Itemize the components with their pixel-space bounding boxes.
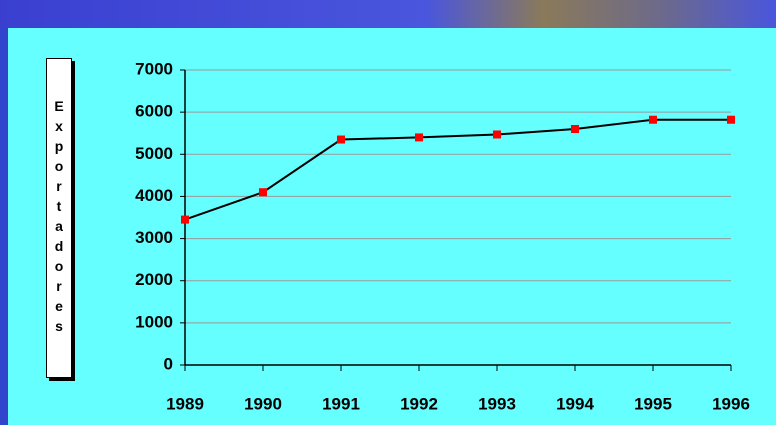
marker <box>415 133 423 141</box>
marker <box>259 188 267 196</box>
marker <box>493 130 501 138</box>
y-tick-label: 0 <box>164 354 173 373</box>
y-label: Exportadores <box>51 98 67 338</box>
marker <box>727 116 735 124</box>
x-tick-label: 1995 <box>634 394 672 413</box>
y-tick-label: 2000 <box>135 270 173 289</box>
marker <box>649 116 657 124</box>
x-tick-label: 1993 <box>478 394 516 413</box>
x-tick-label: 1991 <box>322 394 360 413</box>
x-tick-label: 1990 <box>244 394 282 413</box>
marker <box>571 125 579 133</box>
y-tick-label: 3000 <box>135 228 173 247</box>
x-tick-label: 1996 <box>712 394 750 413</box>
y-tick-label: 1000 <box>135 312 173 331</box>
chart: 0 1000 2000 3000 4000 5000 6000 7000 1989 1990 199… <box>0 0 776 425</box>
x-tick-label: 1994 <box>556 394 594 413</box>
x-tick-label: 1992 <box>400 394 438 413</box>
series-line <box>185 120 731 220</box>
y-tick-label: 6000 <box>135 102 173 121</box>
y-tick-label: 4000 <box>135 186 173 205</box>
page: 0 1000 2000 3000 4000 5000 6000 7000 1989 1990 199… <box>0 0 776 425</box>
marker <box>181 216 189 224</box>
y-tick-label: 5000 <box>135 144 173 163</box>
y-tick-label: 7000 <box>135 59 173 78</box>
x-tick-label: 1989 <box>166 394 204 413</box>
y-label-box: Exportadores <box>46 58 72 378</box>
marker <box>337 136 345 144</box>
